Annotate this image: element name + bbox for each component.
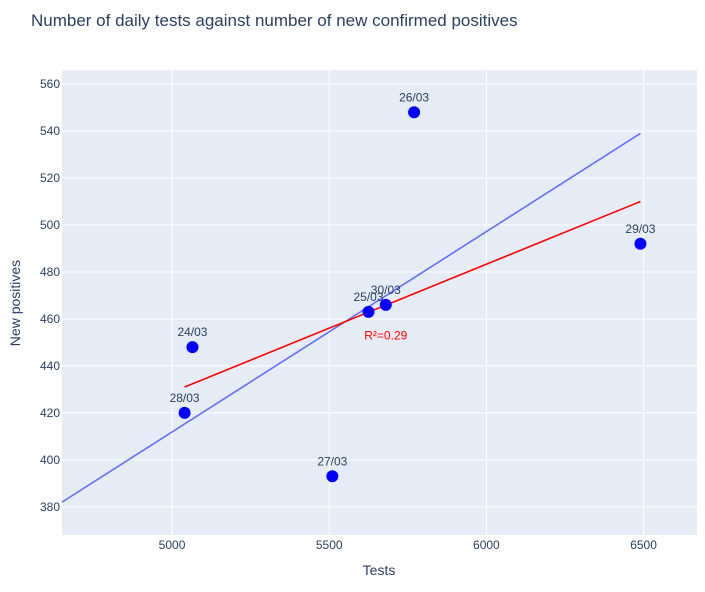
trend-line — [61, 132, 641, 503]
point-label: 29/03 — [625, 222, 655, 236]
y-tick-label: 540 — [40, 124, 60, 138]
data-points — [178, 106, 647, 483]
x-tick-label: 5500 — [316, 538, 343, 552]
y-tick-label: 500 — [40, 218, 60, 232]
trend-lines — [61, 132, 641, 503]
x-tick-label: 6500 — [630, 538, 657, 552]
tick-labels: 5000 5500 6000 6500 380 400 420 440 460 480 500 520… — [40, 77, 657, 552]
point-label: 30/03 — [371, 283, 401, 297]
y-axis-title: New positives — [7, 260, 23, 346]
point-label: 28/03 — [170, 391, 200, 405]
data-point — [362, 305, 375, 318]
data-point — [326, 470, 339, 483]
y-tick-label: 520 — [40, 171, 60, 185]
point-label: 24/03 — [177, 325, 207, 339]
x-tick-label: 5000 — [159, 538, 186, 552]
data-point — [634, 237, 647, 250]
y-tick-label: 460 — [40, 312, 60, 326]
y-tick-label: 380 — [40, 500, 60, 514]
x-axis-title: Tests — [363, 562, 396, 578]
grid — [62, 70, 697, 535]
point-label: 25/03 — [353, 290, 383, 304]
r-squared-annotation: R²=0.29 — [364, 328, 407, 342]
plot-area — [62, 70, 697, 535]
chart-title: Number of daily tests against number of … — [31, 11, 518, 30]
data-point — [408, 106, 421, 119]
data-point — [379, 298, 392, 311]
data-point — [178, 406, 191, 419]
y-tick-label: 400 — [40, 453, 60, 467]
x-tick-label: 6000 — [473, 538, 500, 552]
data-point — [186, 341, 199, 354]
y-tick-label: 480 — [40, 265, 60, 279]
y-tick-label: 560 — [40, 77, 60, 91]
point-label: 27/03 — [317, 454, 347, 468]
point-label: 26/03 — [399, 90, 429, 104]
point-labels: 24/03 25/03 26/03 27/03 28/03 29/03 30/03 — [170, 90, 656, 468]
trend-line — [184, 200, 641, 388]
y-tick-label: 440 — [40, 359, 60, 373]
y-tick-label: 420 — [40, 406, 60, 420]
